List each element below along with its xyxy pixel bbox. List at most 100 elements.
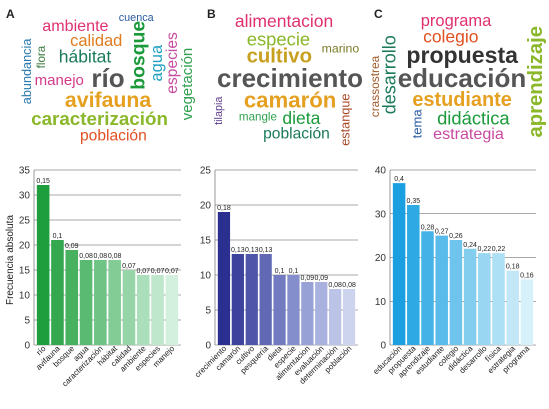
bar-chart-c: 0102030400,4educación0,35propuesta0,28ap…: [371, 166, 536, 380]
cloud-word: alimentacion: [235, 11, 333, 31]
bar-charts: 051015202530350,15río0,1avifauna0,09bosq…: [19, 166, 536, 388]
bar: [259, 254, 272, 345]
bar-value-label: 0,13: [259, 247, 273, 254]
bar: [287, 275, 300, 345]
cloud-word: tilapia: [213, 97, 225, 125]
panel-letter-a: A: [6, 7, 15, 21]
bar-value-label: 0,27: [435, 229, 449, 236]
bar: [273, 275, 286, 345]
cloud-word: propuesta: [406, 42, 518, 68]
cloud-word: didáctica: [437, 108, 510, 129]
y-tick-label: 20: [375, 253, 387, 264]
bar-value-label: 0,18: [217, 205, 231, 212]
cloud-word: aprendizaje: [525, 26, 547, 138]
bar: [94, 260, 107, 345]
y-tick-label: 10: [200, 271, 212, 282]
bar-value-label: 0,09: [301, 275, 315, 282]
cloud-word: educación: [398, 63, 527, 93]
bar-chart-b: 05101520250,18crecimiento0,13camarón0,13…: [193, 166, 358, 386]
bar: [79, 260, 93, 345]
cloud-word: cuenca: [119, 12, 154, 24]
bar: [217, 212, 231, 345]
cloud-word: agua: [148, 44, 166, 82]
bar-value-label: 0,15: [36, 178, 50, 185]
cloud-word: especie: [247, 28, 310, 49]
cloud-word: tema: [409, 109, 424, 139]
bar: [506, 270, 519, 345]
bar: [449, 240, 463, 345]
bar-value-label: 0,35: [406, 198, 420, 205]
bar: [492, 253, 505, 345]
bar: [407, 205, 420, 345]
bar-value-label: 0,08: [342, 282, 356, 289]
y-tick-label: 30: [19, 191, 31, 202]
bar-value-label: 0,22: [492, 246, 506, 253]
cloud-word: marino: [322, 42, 360, 56]
bar: [151, 275, 164, 345]
bar-value-label: 0,08: [79, 253, 93, 260]
bar: [435, 235, 448, 345]
bar: [122, 270, 136, 345]
bar-value-label: 0,28: [421, 224, 435, 231]
bar-value-label: 0,07: [122, 263, 136, 270]
cloud-word: estrategia: [433, 125, 504, 143]
bar: [65, 250, 79, 345]
cloud-word: cultivo: [247, 46, 312, 68]
cloud-word: colegio: [423, 27, 478, 47]
bar: [463, 248, 477, 345]
cloud-word: especies: [164, 32, 181, 94]
bar-value-label: 0,1: [275, 268, 285, 275]
cloud-word: vegetación: [179, 48, 196, 121]
y-tick-label: 5: [205, 306, 211, 317]
bar: [136, 275, 150, 345]
bar: [51, 240, 64, 345]
panel-letter-c: C: [374, 7, 383, 21]
bar: [520, 279, 534, 345]
y-tick-label: 20: [200, 201, 212, 212]
bar-value-label: 0,07: [151, 268, 165, 275]
bar: [478, 253, 491, 345]
cloud-word: río: [91, 63, 124, 93]
y-tick-label: 15: [200, 236, 212, 247]
bar-value-label: 0,16: [520, 272, 534, 279]
y-tick-label: 40: [375, 166, 387, 177]
y-tick-label: 20: [19, 241, 31, 252]
bar-value-label: 0,1: [289, 268, 299, 275]
y-tick-label: 15: [19, 266, 31, 277]
y-tick-label: 25: [19, 216, 31, 227]
cloud-word: dieta: [282, 108, 320, 128]
bar-value-label: 0,08: [94, 253, 108, 260]
cloud-word: población: [80, 127, 147, 144]
y-tick-label: 0: [380, 341, 386, 352]
y-tick-label: 10: [19, 291, 31, 302]
bar-value-label: 0,08: [328, 282, 342, 289]
cloud-word: camarón: [244, 87, 337, 112]
bar: [392, 183, 406, 345]
cloud-word: estudiante: [412, 89, 511, 111]
cloud-word: caracterización: [31, 108, 168, 129]
y-tick-label: 5: [24, 316, 30, 327]
cloud-word: bosque: [128, 21, 150, 90]
cloud-word: desarrollo: [380, 35, 400, 114]
cloud-word: estanque: [339, 94, 353, 146]
bar: [421, 231, 434, 345]
bar-value-label: 0,07: [136, 268, 150, 275]
bar: [108, 260, 121, 345]
cloud-word: mangle: [239, 111, 277, 124]
y-tick-label: 0: [24, 341, 30, 352]
panel-letter-b: B: [207, 7, 216, 21]
cloud-word: abundancia: [20, 38, 34, 105]
y-tick-label: 0: [205, 341, 211, 352]
y-tick-label: 30: [375, 209, 387, 220]
cloud-word: calidad: [70, 32, 122, 50]
bar: [36, 185, 50, 345]
bar: [329, 289, 342, 345]
bar-value-label: 0,18: [506, 264, 520, 271]
bar-value-label: 0,07: [165, 268, 179, 275]
cloud-word: población: [263, 125, 330, 142]
bar-value-label: 0,26: [449, 233, 463, 240]
